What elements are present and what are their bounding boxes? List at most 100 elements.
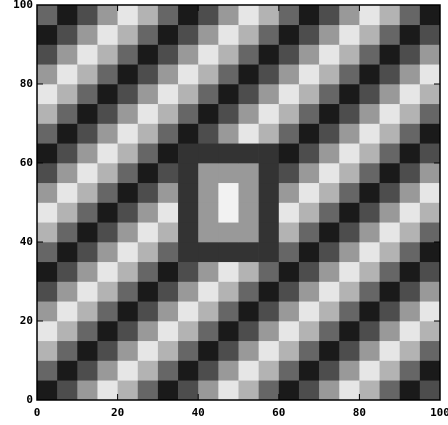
heatmap-cell — [298, 84, 320, 105]
heatmap-cell — [419, 103, 441, 124]
heatmap-cell — [117, 340, 139, 361]
heatmap-cell — [319, 202, 340, 223]
heatmap-cell — [97, 281, 118, 302]
heatmap-cell — [57, 5, 78, 26]
heatmap-cell — [258, 163, 280, 184]
heatmap-cell — [359, 301, 380, 322]
heatmap-cell — [218, 360, 239, 381]
heatmap-cell — [278, 163, 300, 184]
x-tick-label: 0 — [34, 406, 41, 419]
heatmap-cell — [97, 340, 118, 361]
heatmap-cell — [77, 202, 98, 223]
heatmap-cell — [339, 163, 360, 184]
heatmap-cell — [339, 222, 360, 243]
heatmap-cell — [178, 321, 199, 342]
heatmap-cell — [298, 301, 320, 322]
heatmap-cell — [278, 301, 300, 322]
heatmap-cell — [339, 202, 360, 223]
heatmap-cell — [117, 281, 139, 302]
heatmap-cell — [238, 5, 259, 26]
heatmap-cell — [319, 64, 340, 85]
heatmap-cell — [137, 202, 159, 223]
heatmap-cell — [359, 360, 380, 381]
heatmap-cell — [298, 321, 320, 342]
heatmap-cell — [319, 182, 340, 203]
heatmap-cell — [157, 242, 179, 263]
heatmap-cell — [319, 5, 340, 26]
heatmap-cell — [57, 123, 78, 144]
heatmap-cell — [359, 24, 380, 45]
heatmap-cell — [57, 64, 78, 85]
heatmap-cell — [77, 143, 98, 164]
heatmap-cell — [218, 44, 239, 65]
heatmap-cell — [379, 64, 400, 85]
heatmap-cell — [218, 64, 239, 85]
heatmap-cell — [339, 64, 360, 85]
heatmap-cell — [157, 163, 179, 184]
heatmap-cell — [339, 182, 360, 203]
heatmap-cell — [97, 321, 118, 342]
heatmap-cell — [238, 202, 259, 223]
heatmap-cell — [37, 380, 58, 401]
heatmap-cell — [178, 202, 199, 223]
heatmap-cell — [278, 64, 300, 85]
heatmap-cell — [137, 64, 159, 85]
heatmap-cell — [258, 261, 280, 282]
heatmap-cell — [258, 24, 280, 45]
heatmap-cell — [298, 143, 320, 164]
heatmap-cell — [379, 123, 400, 144]
heatmap-cell — [399, 321, 421, 342]
heatmap-cell — [178, 44, 199, 65]
y-tick-label: 80 — [20, 77, 33, 90]
heatmap-cell — [359, 44, 380, 65]
heatmap-cell — [278, 123, 300, 144]
heatmap-cell — [137, 360, 159, 381]
heatmap-cell — [37, 360, 58, 381]
heatmap-cell — [278, 242, 300, 263]
heatmap-cell — [77, 380, 98, 401]
heatmap-cell — [419, 340, 441, 361]
heatmap-cell — [298, 360, 320, 381]
heatmap-cell — [57, 163, 78, 184]
heatmap-cell — [419, 301, 441, 322]
heatmap-cell — [278, 5, 300, 26]
heatmap-cell — [339, 103, 360, 124]
heatmap-cell — [258, 222, 280, 243]
heatmap-cell — [137, 301, 159, 322]
heatmap-cell — [298, 380, 320, 401]
heatmap-cell — [419, 202, 441, 223]
heatmap-cell — [319, 360, 340, 381]
heatmap-cell — [238, 261, 259, 282]
heatmap-cell — [97, 301, 118, 322]
heatmap-cell — [419, 242, 441, 263]
heatmap-cell — [238, 340, 259, 361]
heatmap-cell — [57, 360, 78, 381]
heatmap-cell — [359, 143, 380, 164]
heatmap-cell — [278, 340, 300, 361]
heatmap-cell — [258, 380, 280, 401]
heatmap-cell — [419, 261, 441, 282]
heatmap-cell — [97, 242, 118, 263]
heatmap-cell — [77, 261, 98, 282]
heatmap-cell — [218, 321, 239, 342]
heatmap-cell — [258, 5, 280, 26]
heatmap-cell — [198, 281, 219, 302]
heatmap-cell — [37, 242, 58, 263]
heatmap-cell — [57, 242, 78, 263]
heatmap-cell — [97, 182, 118, 203]
heatmap-cell — [359, 261, 380, 282]
heatmap-cell — [218, 84, 239, 105]
heatmap-cell — [319, 380, 340, 401]
heatmap-cell — [97, 123, 118, 144]
heatmap-cell — [339, 321, 360, 342]
y-tick-label: 60 — [20, 156, 33, 169]
heatmap-cell — [117, 202, 139, 223]
heatmap-cell — [218, 202, 239, 223]
heatmap-cell — [37, 5, 58, 26]
heatmap-cell — [379, 340, 400, 361]
heatmap-cell — [137, 261, 159, 282]
heatmap-cell — [77, 5, 98, 26]
heatmap-cell — [419, 321, 441, 342]
heatmap-cell — [57, 103, 78, 124]
heatmap-cell — [157, 182, 179, 203]
